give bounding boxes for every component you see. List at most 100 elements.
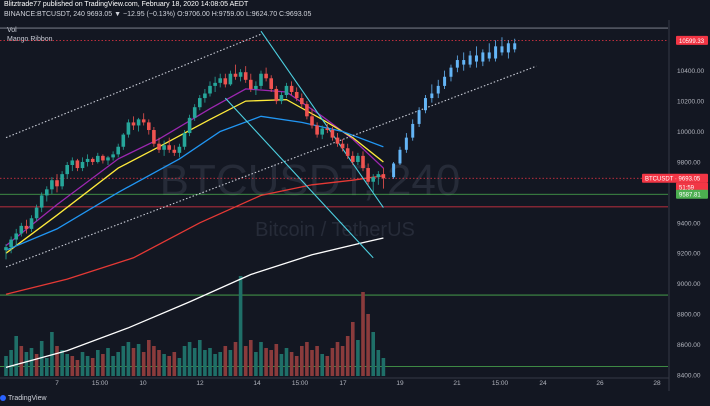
projection-candle bbox=[455, 60, 459, 68]
volume-bar bbox=[60, 350, 64, 376]
projection-candle bbox=[436, 85, 440, 94]
volume-bar bbox=[55, 346, 59, 376]
volume-bar bbox=[70, 356, 75, 376]
candle-body bbox=[223, 78, 228, 85]
tradingview-logo-icon bbox=[0, 395, 6, 401]
volume-bar bbox=[274, 344, 279, 376]
candle-body bbox=[131, 122, 136, 126]
candle-body bbox=[213, 82, 217, 86]
price-tick-label: 8400.00 bbox=[677, 372, 701, 379]
projection-candle bbox=[506, 43, 510, 53]
time-tick-label: 15:00 bbox=[492, 380, 509, 387]
volume-bar bbox=[111, 356, 115, 376]
candle-body bbox=[111, 154, 115, 158]
volume-bar bbox=[19, 346, 24, 376]
candle-body bbox=[106, 157, 110, 161]
time-tick-label: 12 bbox=[196, 380, 204, 387]
ribbon-ma-line bbox=[5, 175, 384, 295]
volume-bar bbox=[310, 350, 314, 376]
volume-bar bbox=[34, 354, 39, 376]
candle-body bbox=[39, 195, 44, 208]
candle-body bbox=[366, 168, 370, 182]
volume-bar bbox=[289, 352, 294, 376]
volume-bar bbox=[269, 350, 273, 376]
time-tick-label: 21 bbox=[453, 380, 461, 387]
candle-body bbox=[269, 78, 273, 89]
time-tick-label: 26 bbox=[596, 380, 604, 387]
candle-body bbox=[9, 239, 13, 248]
volume-bar bbox=[96, 350, 100, 376]
candle-body bbox=[192, 107, 197, 118]
ohlc-readout: BINANCE:BTCUSDT, 240 9693.05 ▼ −12.95 (−… bbox=[4, 11, 312, 18]
volume-bar bbox=[50, 332, 54, 376]
projection-candle bbox=[398, 149, 402, 164]
volume-bar bbox=[361, 292, 365, 376]
volume-bar bbox=[157, 350, 161, 376]
price-tick-label: 9200.00 bbox=[677, 251, 701, 258]
projection-candle bbox=[423, 98, 427, 111]
volume-bar bbox=[238, 276, 243, 376]
publish-title: Blitztrade77 published on TradingView.co… bbox=[4, 1, 249, 8]
candle-body bbox=[147, 122, 151, 131]
volume-bar bbox=[90, 358, 95, 376]
volume-bar bbox=[116, 352, 120, 376]
volume-bar bbox=[233, 342, 238, 376]
time-tick-label: 19 bbox=[396, 380, 404, 387]
volume-bar bbox=[147, 340, 151, 376]
candle-body bbox=[279, 95, 284, 102]
price-label-text: 10599.33 bbox=[679, 39, 705, 45]
volume-bar bbox=[101, 354, 105, 376]
volume-bar bbox=[152, 346, 156, 376]
candle-body bbox=[335, 137, 340, 144]
volume-bar bbox=[75, 360, 80, 376]
projection-candle bbox=[462, 60, 466, 65]
candle-body bbox=[4, 247, 8, 251]
volume-bar bbox=[121, 346, 126, 376]
volume-bar bbox=[9, 350, 13, 376]
candle-body bbox=[14, 233, 18, 240]
projection-candle bbox=[474, 55, 478, 62]
volume-bar bbox=[203, 350, 207, 376]
candle-body bbox=[254, 85, 258, 89]
volume-bar bbox=[294, 356, 299, 376]
candle-body bbox=[45, 189, 49, 196]
volume-bar bbox=[136, 344, 141, 376]
time-tick-label: 28 bbox=[653, 380, 661, 387]
candle-body bbox=[371, 177, 375, 182]
price-label-box bbox=[642, 173, 708, 183]
candle-body bbox=[320, 128, 324, 135]
price-tick-label: 9400.00 bbox=[677, 220, 701, 227]
indicator-volume-label[interactable]: Vol bbox=[7, 27, 17, 34]
price-label-text: 9587.81 bbox=[679, 193, 701, 199]
volume-bar bbox=[381, 358, 386, 376]
candle-body bbox=[157, 143, 161, 150]
volume-bar bbox=[213, 354, 217, 376]
time-tick-label: 14 bbox=[253, 380, 261, 387]
projection-candle bbox=[411, 123, 415, 138]
ribbon-ma-line bbox=[5, 237, 384, 369]
candle-body bbox=[34, 207, 39, 219]
candle-body bbox=[305, 104, 309, 117]
volume-bar bbox=[141, 352, 146, 376]
ribbon-ma-line bbox=[5, 98, 384, 254]
candle-body bbox=[96, 155, 100, 162]
candle-body bbox=[208, 85, 212, 94]
candle-body bbox=[340, 143, 345, 149]
candle-body bbox=[75, 160, 80, 169]
indicator-ribbon-label[interactable]: Mango Ribbon bbox=[7, 36, 53, 43]
volume-bar bbox=[218, 352, 222, 376]
time-tick-label: 10 bbox=[139, 380, 147, 387]
candle-body bbox=[284, 85, 289, 96]
price-tick-label: 8600.00 bbox=[677, 342, 701, 349]
price-label-text: BTCUSDT · 9693.05 bbox=[645, 177, 701, 183]
volume-bar bbox=[254, 352, 258, 376]
candle-body bbox=[29, 218, 34, 229]
candle-body bbox=[345, 148, 350, 156]
tradingview-brand[interactable]: TradingView bbox=[8, 395, 47, 402]
candle-body bbox=[55, 180, 59, 187]
price-tick-label: 10000.00 bbox=[677, 129, 704, 136]
candle-body bbox=[300, 98, 304, 105]
projection-candle bbox=[500, 46, 504, 53]
volume-bar bbox=[198, 340, 202, 376]
